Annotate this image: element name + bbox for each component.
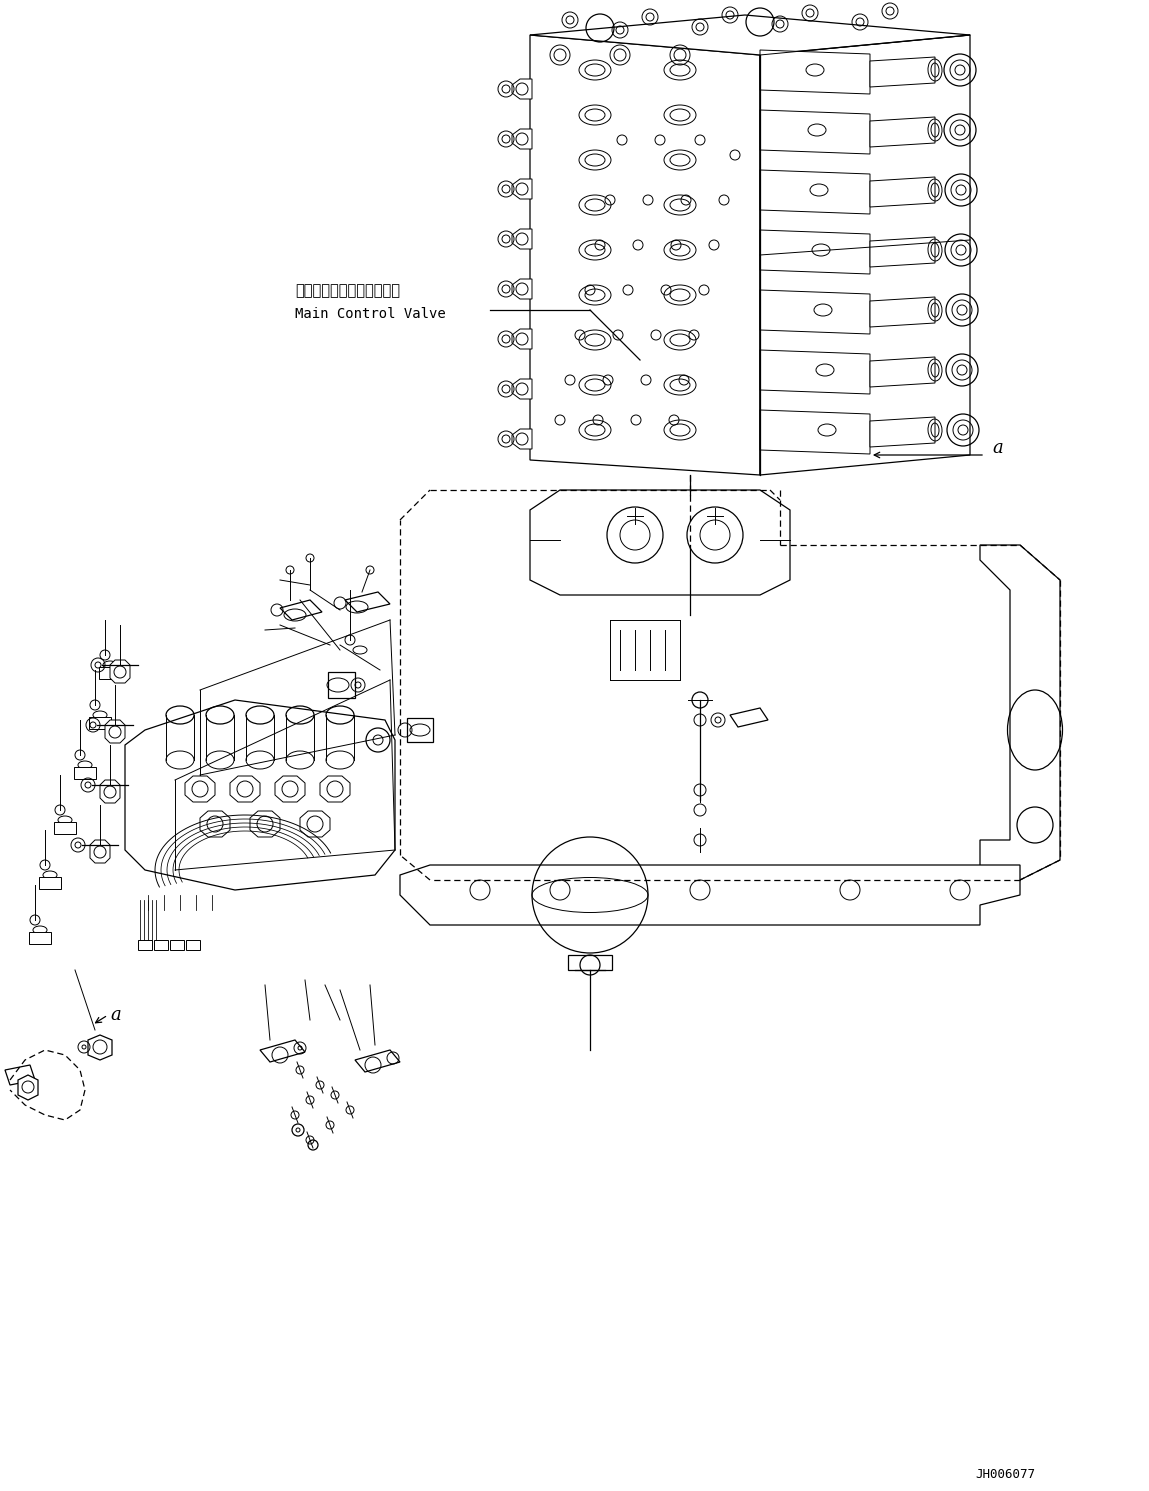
Polygon shape [530,34,759,476]
Polygon shape [512,230,532,249]
Polygon shape [200,811,230,836]
Polygon shape [74,766,97,778]
Polygon shape [512,429,532,449]
Polygon shape [54,822,76,833]
Polygon shape [512,179,532,198]
Polygon shape [29,932,51,944]
Polygon shape [530,15,970,55]
Polygon shape [260,1041,304,1062]
Polygon shape [759,110,870,154]
Text: Main Control Valve: Main Control Valve [295,307,446,321]
Polygon shape [512,279,532,300]
Polygon shape [230,775,260,802]
Polygon shape [512,130,532,149]
Bar [186,939,200,950]
Polygon shape [100,780,119,804]
Polygon shape [730,708,768,728]
Polygon shape [355,1050,400,1072]
Polygon shape [275,775,304,802]
Polygon shape [39,877,61,889]
Polygon shape [407,719,433,743]
Bar [154,939,168,950]
Polygon shape [980,546,1061,880]
Polygon shape [280,599,322,620]
Text: JH006077: JH006077 [976,1469,1035,1481]
Polygon shape [870,356,935,388]
Polygon shape [759,291,870,334]
Polygon shape [870,116,935,148]
Polygon shape [250,811,280,836]
Polygon shape [18,1075,38,1100]
Polygon shape [327,672,355,698]
Polygon shape [870,297,935,327]
Polygon shape [530,491,791,595]
Polygon shape [759,350,870,394]
Polygon shape [759,410,870,453]
Polygon shape [870,237,935,267]
Polygon shape [400,865,1020,924]
Polygon shape [870,177,935,207]
Polygon shape [88,1035,111,1060]
Polygon shape [345,592,390,611]
Polygon shape [870,417,935,447]
Polygon shape [568,956,612,971]
Polygon shape [759,230,870,274]
Polygon shape [90,839,110,863]
Polygon shape [759,170,870,215]
Polygon shape [759,34,970,476]
Polygon shape [88,717,111,729]
Polygon shape [512,379,532,400]
Polygon shape [185,775,215,802]
Polygon shape [759,51,870,94]
Bar [138,939,152,950]
Polygon shape [512,79,532,98]
Text: メインコントロールバルブ: メインコントロールバルブ [295,283,400,298]
Bar [170,939,184,950]
Text: a: a [992,438,1003,458]
Polygon shape [870,57,935,86]
Polygon shape [125,699,395,890]
Polygon shape [321,775,350,802]
Text: a: a [110,1006,121,1024]
Polygon shape [300,811,330,836]
Polygon shape [5,1065,34,1085]
Polygon shape [99,666,121,678]
Polygon shape [110,661,130,683]
Polygon shape [105,720,125,743]
Polygon shape [512,330,532,349]
